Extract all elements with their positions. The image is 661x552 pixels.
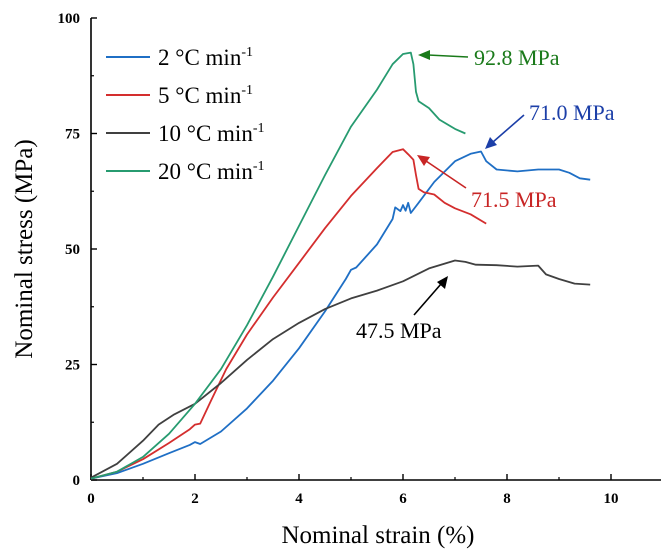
series-layer: [90, 51, 591, 480]
annotation-label-92-8: 92.8 MPa: [474, 45, 560, 70]
annotation-arrow-71-0: [492, 114, 525, 143]
x-tick-label: 6: [399, 491, 407, 507]
axis-ticks: [90, 17, 612, 481]
legend-label-0: 2 °C min-1: [158, 45, 253, 70]
series-line-2: [90, 259, 591, 479]
y-tick-label: 0: [73, 473, 81, 489]
x-tick-label: 4: [295, 491, 303, 507]
annotations: 92.8 MPa 71.0 MPa 71.5 MPa 47.5 MPa: [356, 45, 615, 343]
series-line-3: [90, 51, 466, 480]
y-tick-label: 25: [65, 358, 80, 374]
y-tick-label: 50: [65, 242, 80, 258]
x-tick-label: 8: [503, 491, 511, 507]
annotation-arrow-47-5: [413, 283, 442, 316]
series-line-0: [90, 150, 591, 480]
x-tick-label: 10: [604, 491, 619, 507]
y-axis-title: Nominal stress (MPa): [11, 139, 38, 358]
y-tick-label: 100: [58, 11, 81, 27]
annotation-arrowhead-47-5: [437, 276, 448, 289]
legend: 2 °C min-1 5 °C min-1 10 °C min-1 20 °C min…: [106, 45, 265, 184]
x-axis-title: Nominal strain (%): [281, 522, 474, 549]
annotation-label-47-5: 47.5 MPa: [356, 318, 442, 343]
x-tick-label: 2: [191, 491, 199, 507]
annotation-arrowhead-71-5: [417, 155, 430, 166]
annotation-label-71-0: 71.0 MPa: [529, 100, 615, 125]
legend-label-2: 10 °C min-1: [158, 121, 265, 146]
annotation-arrow-92-8: [427, 54, 469, 58]
legend-label-3: 20 °C min-1: [158, 159, 265, 184]
legend-label-1: 5 °C min-1: [158, 83, 253, 108]
annotation-arrowhead-92-8: [418, 50, 430, 60]
annotation-label-71-5: 71.5 MPa: [471, 187, 557, 212]
annotation-arrowhead-71-0: [485, 137, 497, 149]
y-tick-label: 75: [65, 127, 80, 143]
series-line-1: [90, 148, 487, 480]
annotation-arrow-71-5: [425, 160, 467, 189]
x-tick-label: 0: [87, 491, 95, 507]
